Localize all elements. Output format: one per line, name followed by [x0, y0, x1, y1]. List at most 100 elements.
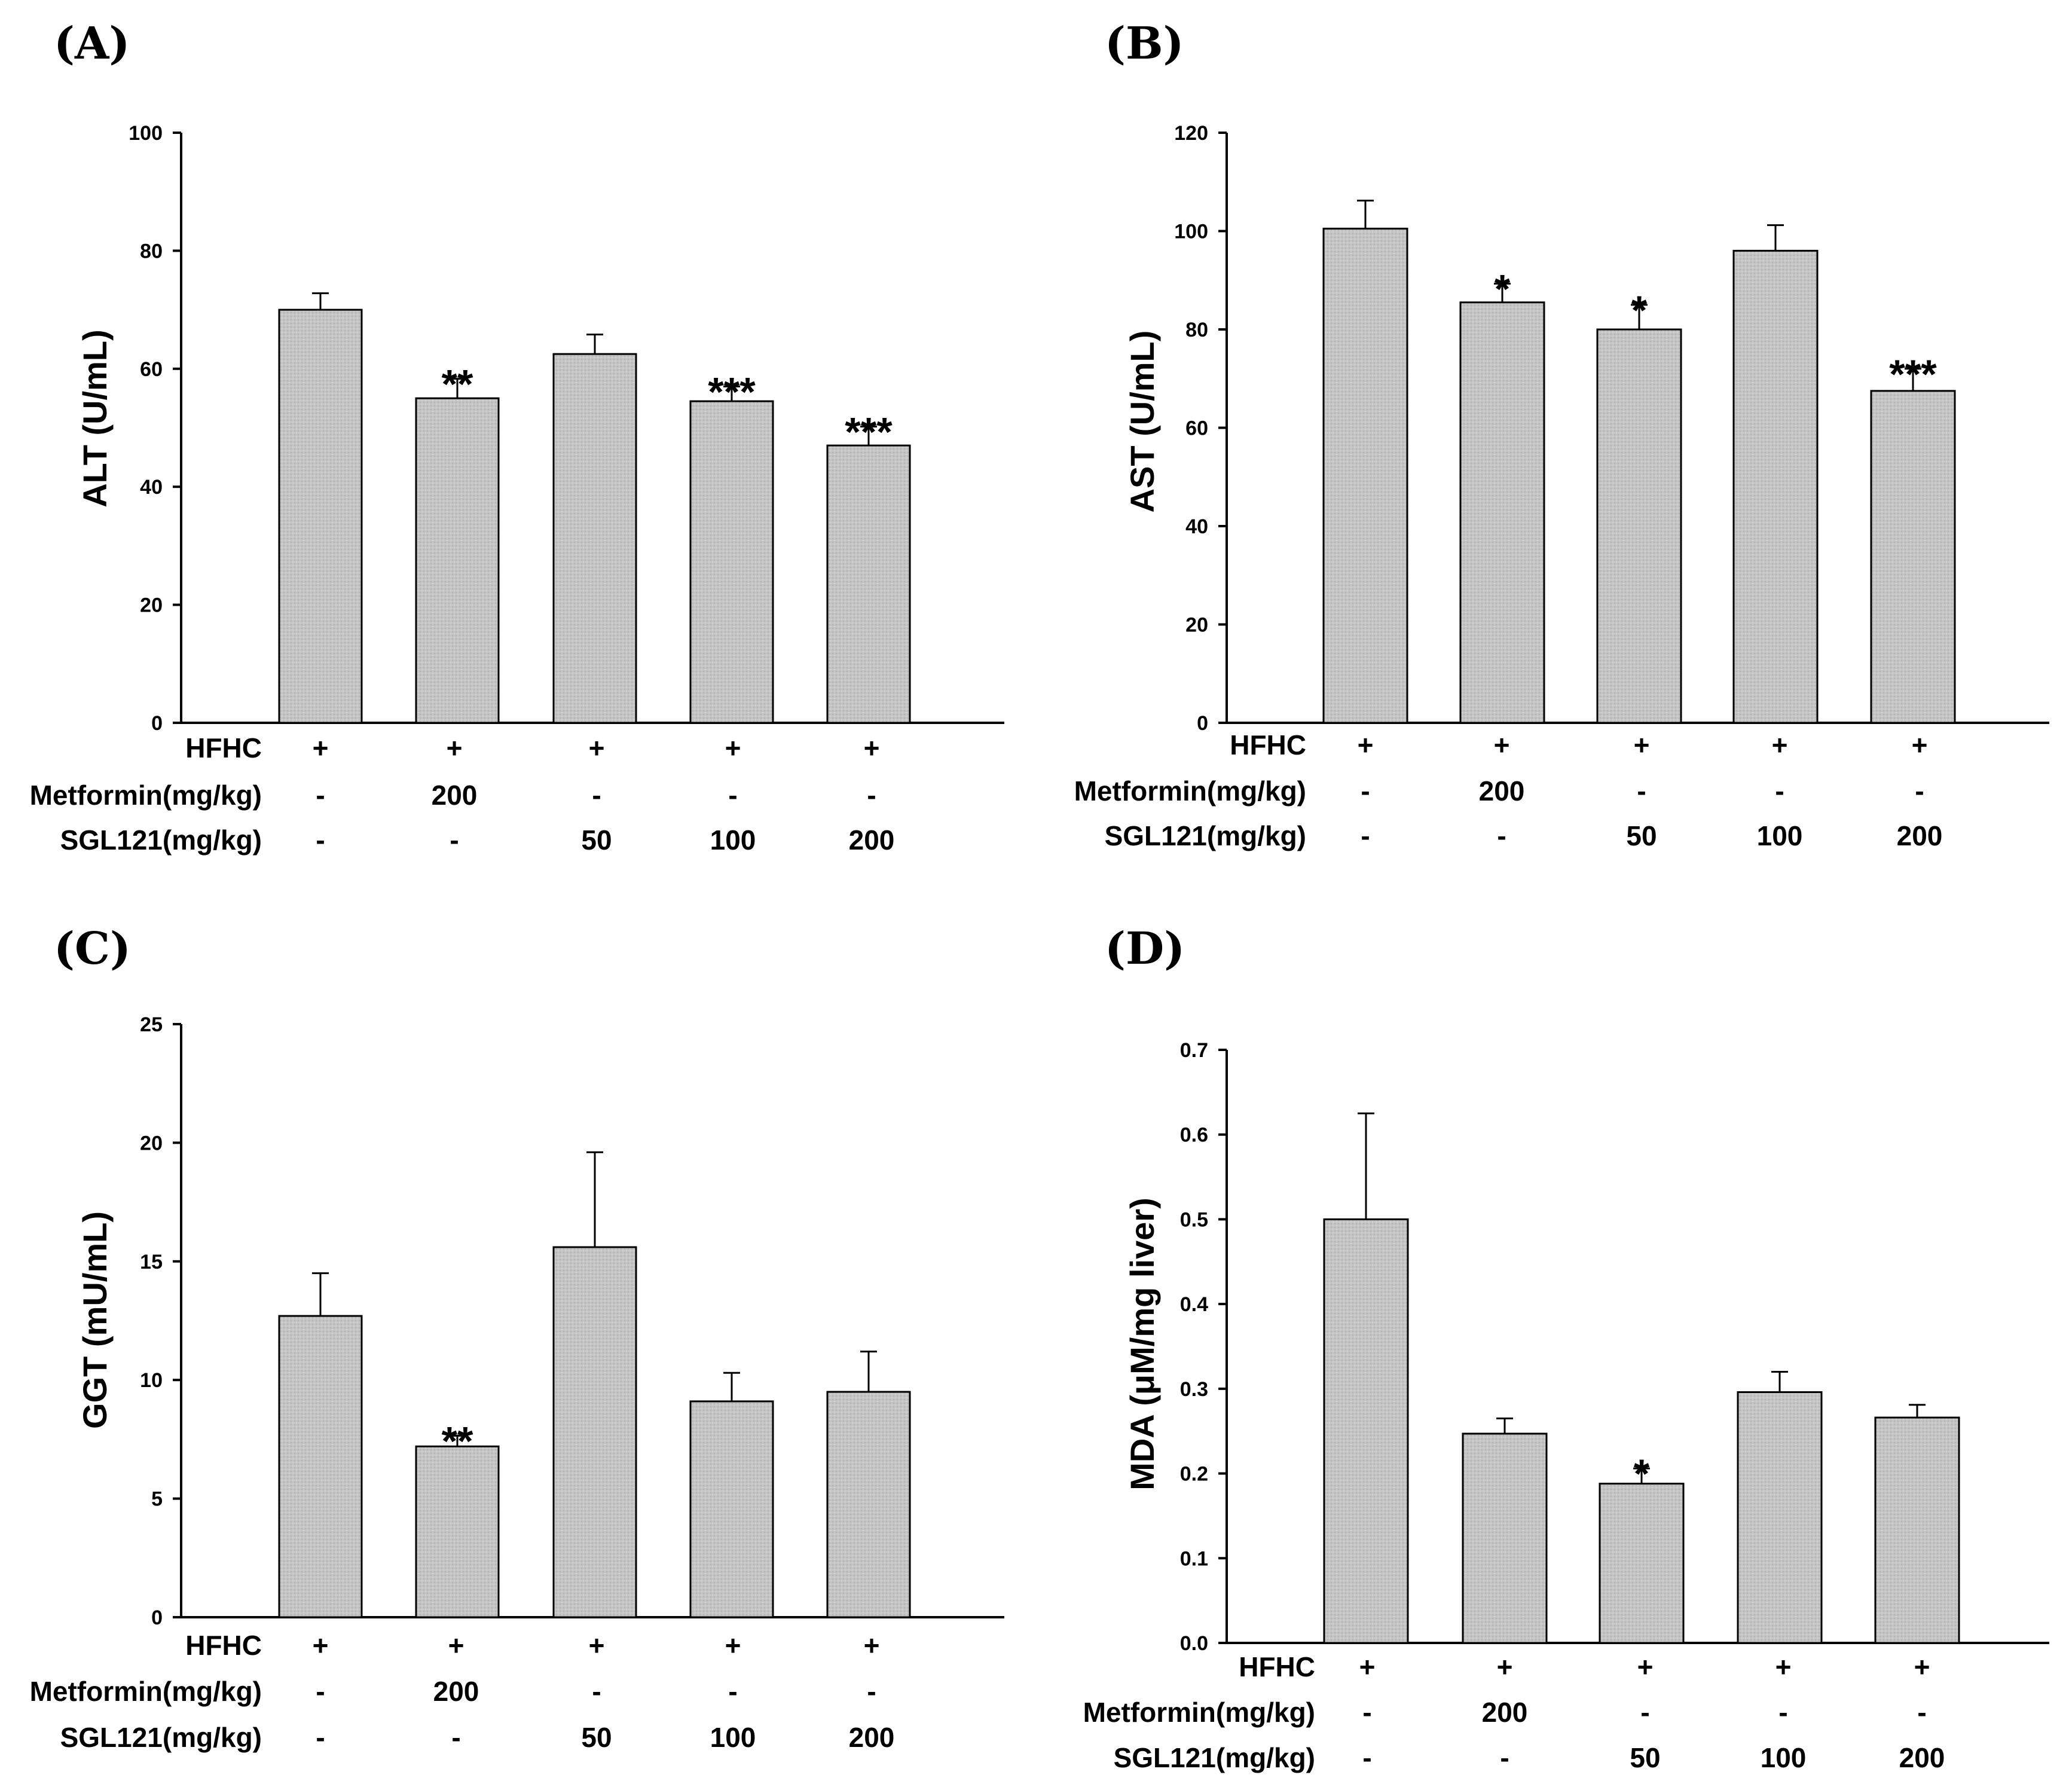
y-tick-label: 20 — [140, 594, 163, 617]
bar — [278, 308, 363, 724]
treatment-row-label: HFHC — [1230, 729, 1306, 760]
y-tick-label: 0 — [1197, 712, 1208, 735]
treatment-row-label: SGL121(mg/kg) — [1105, 820, 1306, 851]
treatment-cell: 50 — [581, 824, 612, 856]
y-tick-label: 25 — [140, 1013, 163, 1036]
treatment-cell: - — [316, 780, 325, 811]
bar — [826, 1391, 911, 1618]
y-tick-label: 15 — [140, 1251, 163, 1273]
treatment-cell: + — [589, 1630, 605, 1661]
treatment-cell: 200 — [1479, 775, 1525, 807]
bar — [552, 353, 637, 724]
treatment-row-label: HFHC — [185, 1630, 262, 1661]
bar — [689, 1400, 774, 1618]
panel-label: (B) — [1105, 18, 1184, 69]
treatment-cell: - — [1362, 1697, 1371, 1728]
treatment-row-label: HFHC — [1239, 1651, 1315, 1682]
treatment-cell: + — [313, 1630, 329, 1661]
treatment-cell: - — [867, 780, 876, 811]
treatment-cell: - — [592, 780, 601, 811]
treatment-cell: 100 — [1761, 1742, 1807, 1773]
treatment-cell: - — [451, 1722, 460, 1753]
treatment-cell: 200 — [1897, 820, 1943, 851]
treatment-cell: - — [728, 1676, 737, 1707]
treatment-row-label: Metformin(mg/kg) — [1074, 775, 1306, 807]
treatment-cell: + — [313, 732, 329, 763]
treatment-cell: + — [1497, 1651, 1513, 1682]
y-tick-label: 20 — [1185, 614, 1208, 637]
treatment-row-label: Metformin(mg/kg) — [30, 780, 262, 811]
treatment-cell: 200 — [432, 780, 478, 811]
treatment-cell: 200 — [433, 1676, 479, 1707]
y-axis-label: AST (U/mL) — [1123, 331, 1161, 513]
y-tick-label: 0.5 — [1180, 1208, 1208, 1231]
significance-mark: * — [1634, 1451, 1650, 1496]
treatment-cell: + — [1914, 1651, 1930, 1682]
treatment-row-label: SGL121(mg/kg) — [1114, 1742, 1315, 1773]
treatment-cell: - — [1361, 820, 1370, 851]
treatment-row-label: Metformin(mg/kg) — [1083, 1697, 1315, 1728]
bar — [1323, 1218, 1409, 1644]
bar — [1459, 301, 1545, 724]
treatment-cell: 100 — [1757, 820, 1803, 851]
bar — [1596, 328, 1682, 724]
significance-mark: *** — [1889, 352, 1937, 397]
treatment-cell: 200 — [849, 824, 895, 856]
treatment-cell: 200 — [849, 1722, 895, 1753]
treatment-cell: 200 — [1899, 1742, 1945, 1773]
chart-panel-4: (D) 0.0 0.1 0.2 0.3 0.4 0.5 0.6 0.7 MDA (μM/mg li… — [1083, 923, 2049, 1773]
treatment-row-label: Metformin(mg/kg) — [30, 1676, 262, 1707]
y-tick-label: 0.7 — [1180, 1039, 1208, 1062]
treatment-cell: - — [1775, 775, 1784, 807]
treatment-cell: - — [1637, 775, 1646, 807]
significance-mark: * — [1631, 288, 1648, 333]
y-axis-label: GGT (mU/mL) — [76, 1211, 114, 1429]
y-tick-label: 0.1 — [1180, 1547, 1208, 1570]
y-tick-label: 5 — [151, 1488, 163, 1511]
treatment-cell: + — [447, 732, 463, 763]
treatment-cell: 100 — [710, 1722, 756, 1753]
bar — [1462, 1432, 1548, 1644]
treatment-cell: - — [592, 1676, 601, 1707]
bar — [1874, 1416, 1960, 1644]
y-tick-label: 40 — [140, 476, 163, 499]
y-tick-label: 20 — [140, 1132, 163, 1154]
treatment-cell: + — [1912, 729, 1928, 760]
treatment-cell: - — [1362, 1742, 1371, 1773]
treatment-cell: + — [1359, 1651, 1376, 1682]
chart-panel-3: (C) 0 5 10 15 20 25 GGT (mU/mL) ** HFHC + + + + + Metfo… — [30, 923, 1004, 1753]
treatment-cell: + — [1634, 729, 1650, 760]
y-tick-label: 120 — [1174, 122, 1208, 145]
significance-mark: * — [1495, 267, 1511, 312]
treatment-cell: - — [728, 780, 737, 811]
treatment-row-label: HFHC — [185, 732, 262, 763]
treatment-cell: 100 — [710, 824, 756, 856]
panel-label: (D) — [1105, 923, 1185, 975]
bar — [1599, 1483, 1685, 1644]
treatment-cell: + — [1494, 729, 1510, 760]
treatment-cell: + — [1772, 729, 1788, 760]
treatment-cell: - — [316, 1722, 325, 1753]
treatment-cell: + — [725, 732, 741, 763]
bar — [415, 397, 500, 724]
treatment-row-label: SGL121(mg/kg) — [60, 1722, 262, 1753]
significance-mark: *** — [708, 369, 756, 414]
y-tick-label: 0.3 — [1180, 1378, 1208, 1401]
y-tick-label: 60 — [140, 358, 163, 381]
significance-mark: ** — [442, 362, 473, 407]
treatment-cell: - — [316, 824, 325, 856]
significance-mark: *** — [845, 410, 893, 455]
treatment-cell: + — [1637, 1651, 1654, 1682]
treatment-cell: 50 — [581, 1722, 612, 1753]
y-tick-label: 100 — [1174, 221, 1208, 243]
y-tick-label: 0.6 — [1180, 1124, 1208, 1147]
treatment-cell: - — [867, 1676, 876, 1707]
y-axis-label: ALT (U/mL) — [76, 329, 114, 508]
treatment-cell: + — [864, 1630, 880, 1661]
y-tick-label: 40 — [1185, 515, 1208, 538]
treatment-cell: - — [316, 1676, 325, 1707]
treatment-cell: - — [1778, 1697, 1787, 1728]
y-tick-label: 60 — [1185, 417, 1208, 440]
y-tick-label: 0 — [151, 1606, 163, 1629]
treatment-cell: + — [1775, 1651, 1792, 1682]
